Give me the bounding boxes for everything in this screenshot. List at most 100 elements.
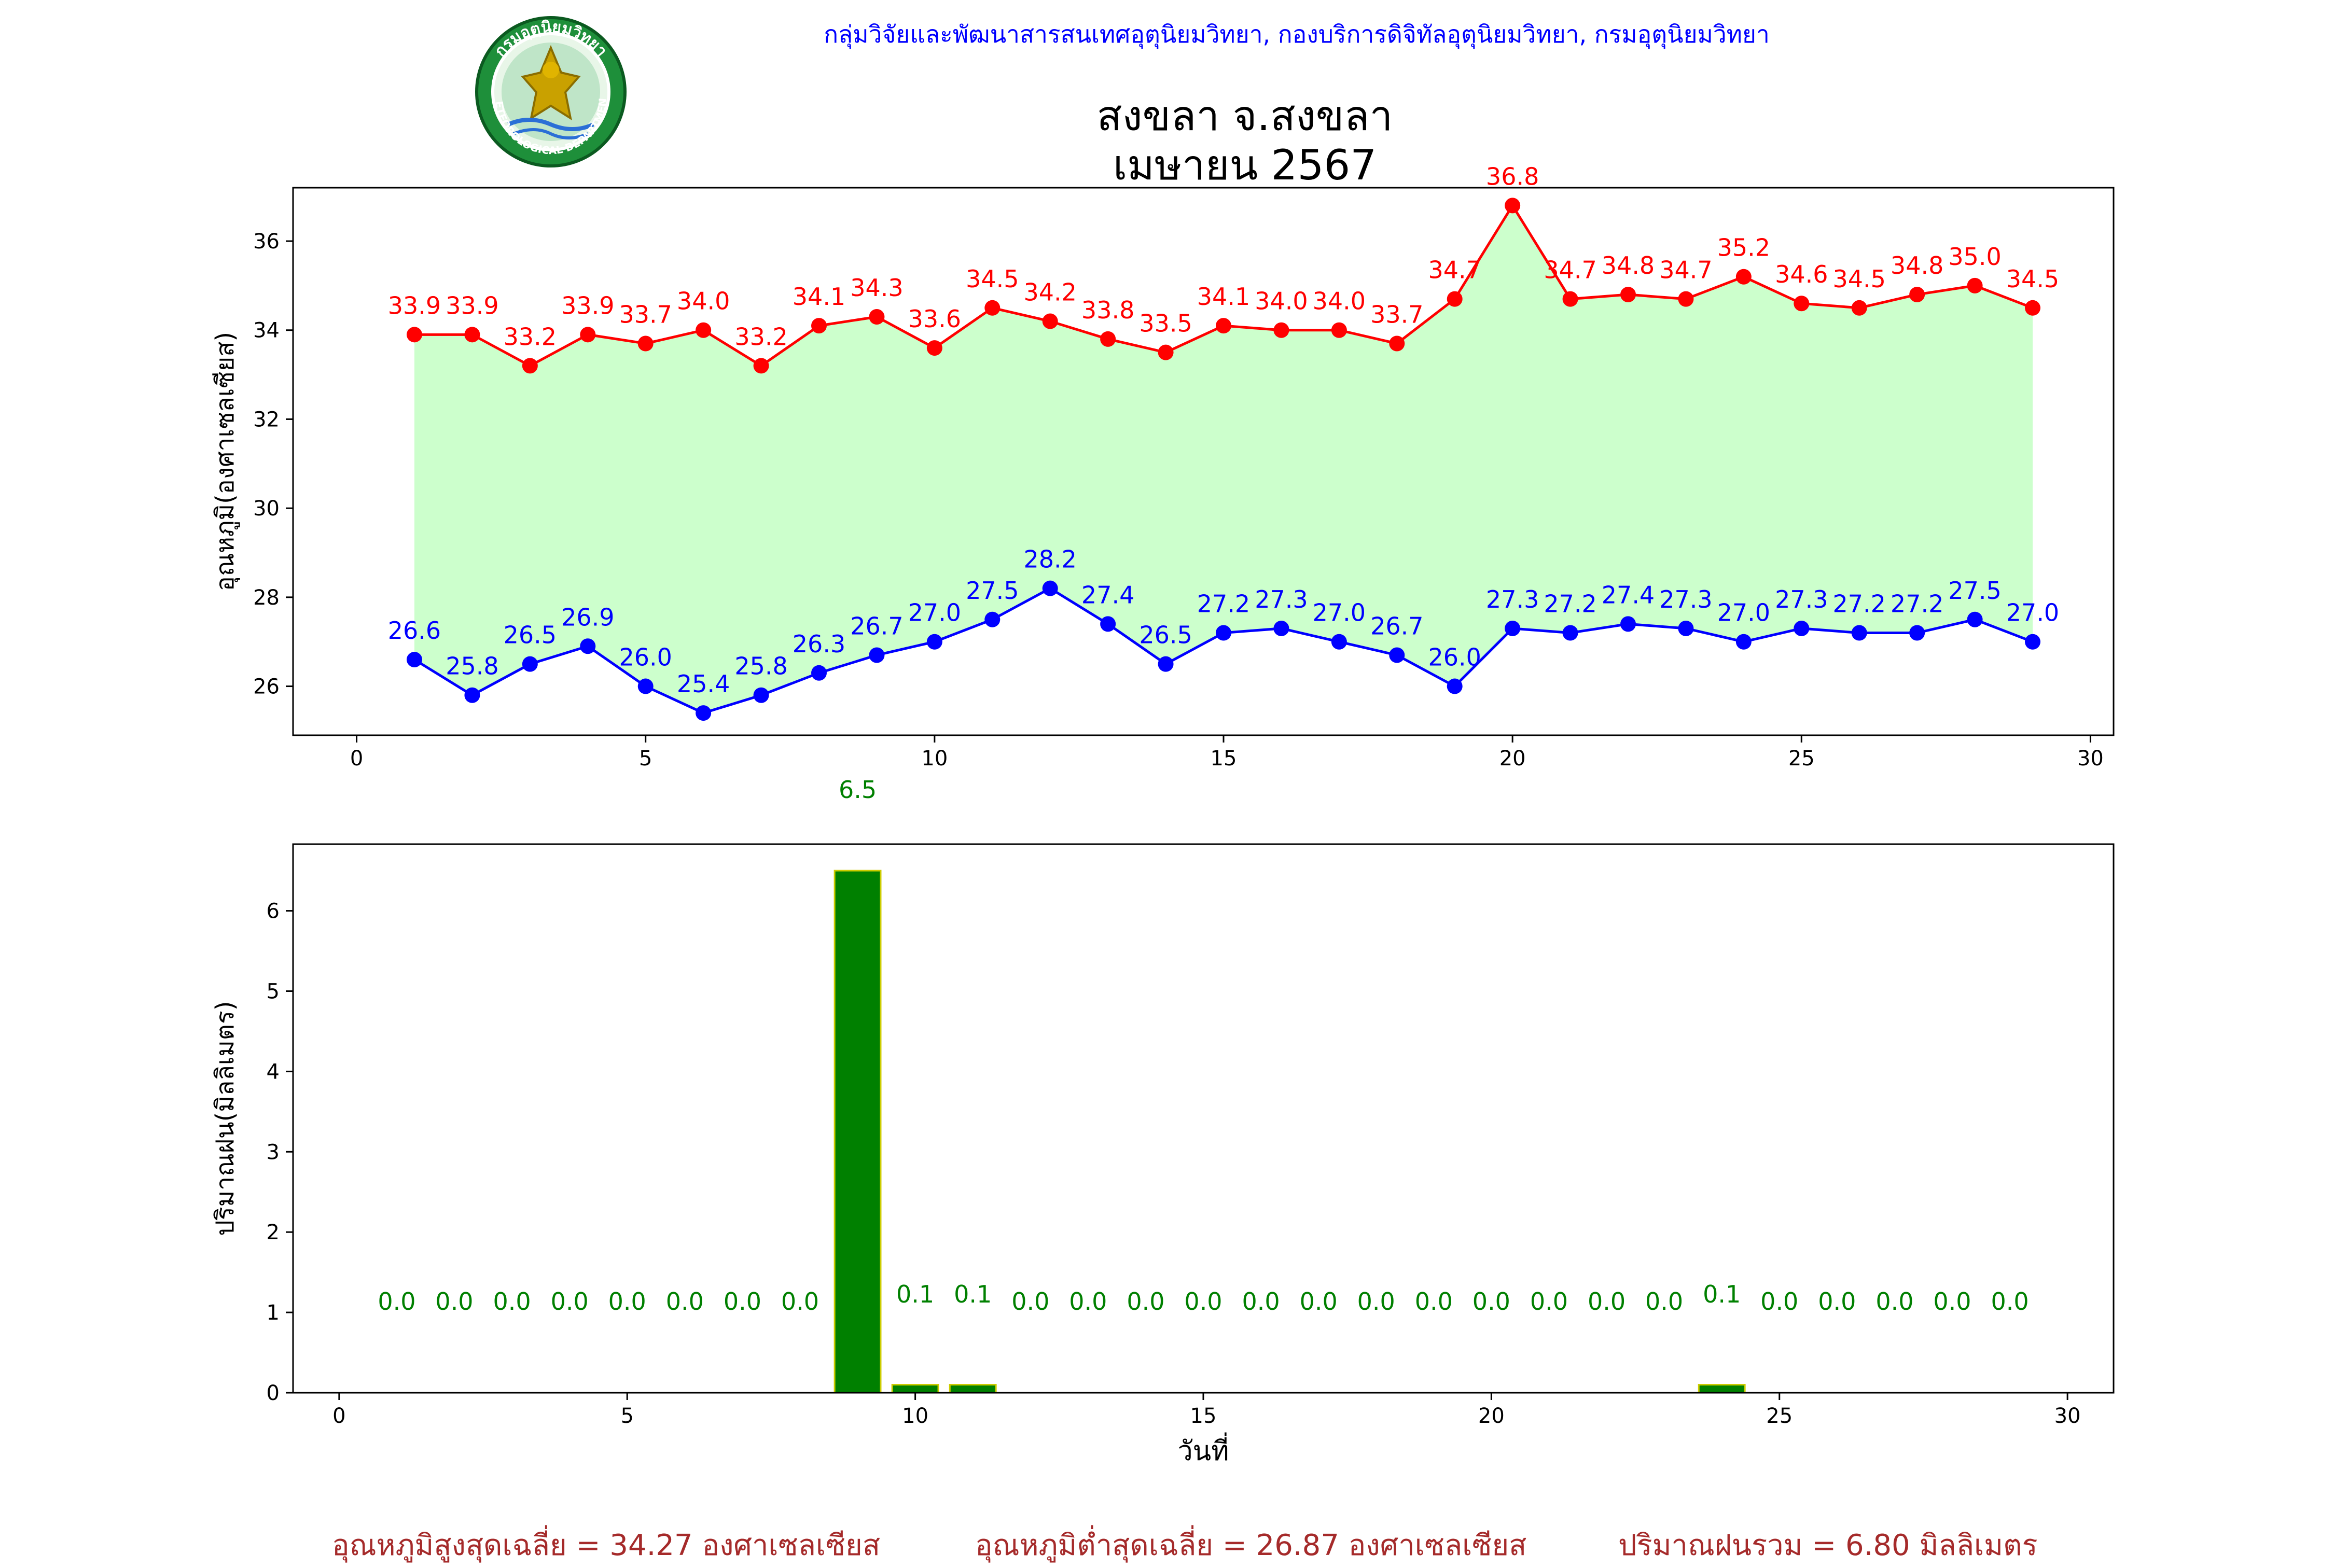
- y-axis-label: ปริมาณฝน(มิลลิเมตร): [211, 1001, 240, 1236]
- rainfall-chart: 0.0 0.0 0.0 0.0 0.0 0.0 0.0 0.0 6.5 0.1 0.1 0.0 0.0 0…: [211, 776, 2115, 1467]
- y-tick-label: 0: [267, 1381, 280, 1405]
- footer-total-rain: ปริมาณฝนรวม = 6.80 มิลลิเมตร: [1618, 1529, 2038, 1562]
- rainfall-value-label: 6.5: [839, 776, 877, 804]
- min-temperature-point: [2025, 634, 2040, 650]
- rainfall-value-label: 0.0: [1991, 1287, 2029, 1315]
- rainfall-value-label: 0.0: [781, 1287, 819, 1315]
- max-temperature-point: [1794, 296, 1810, 312]
- min-temperature-point: [1735, 634, 1752, 650]
- y-tick-label: 5: [267, 979, 280, 1003]
- x-tick-label: 25: [1766, 1404, 1793, 1428]
- max-temperature-label: 34.0: [677, 287, 730, 315]
- rainfall-value-label: 0.0: [435, 1287, 473, 1315]
- rainfall-value-label: 0.0: [1760, 1287, 1798, 1315]
- min-temperature-point: [522, 656, 538, 672]
- rainfall-value-label: 0.0: [1415, 1287, 1453, 1315]
- max-temperature-label: 34.1: [1197, 283, 1250, 311]
- y-tick-label: 1: [267, 1301, 280, 1325]
- min-temperature-label: 27.3: [1486, 585, 1539, 613]
- max-temperature-label: 34.1: [793, 283, 845, 311]
- rainfall-value-label: 0.1: [1703, 1280, 1741, 1308]
- footer-average-max: อุณหภูมิสูงสุดเฉลี่ย = 34.27 องศาเซลเซีย…: [332, 1529, 881, 1562]
- rainfall-value-label: 0.0: [1818, 1287, 1856, 1315]
- min-temperature-point: [1562, 625, 1578, 641]
- max-temperature-label: 34.5: [1833, 265, 1886, 293]
- min-temperature-point: [1389, 647, 1405, 663]
- min-temperature-point: [696, 705, 712, 721]
- max-temperature-point: [869, 309, 885, 325]
- max-temperature-label: 34.8: [1602, 251, 1655, 279]
- max-temperature-label: 33.9: [561, 291, 614, 319]
- max-temperature-label: 35.0: [1948, 243, 2001, 271]
- min-temperature-label: 27.0: [908, 599, 961, 627]
- max-temperature-point: [1158, 344, 1174, 360]
- max-temperature-label: 34.5: [966, 265, 1019, 293]
- x-tick-label: 25: [1788, 747, 1815, 771]
- max-temperature-label: 34.6: [1775, 260, 1828, 288]
- y-tick-label: 32: [253, 408, 280, 431]
- max-temperature-label: 34.7: [1428, 256, 1481, 284]
- x-tick-label: 0: [350, 747, 363, 771]
- min-temperature-label: 27.3: [1659, 585, 1712, 613]
- max-temperature-point: [522, 358, 538, 374]
- rainfall-value-label: 0.1: [896, 1280, 934, 1308]
- min-temperature-label: 27.5: [966, 577, 1019, 605]
- max-temperature-label: 35.2: [1717, 234, 1770, 262]
- rainfall-value-label: 0.0: [1875, 1287, 1913, 1315]
- min-temperature-point: [1042, 580, 1058, 596]
- rainfall-value-label: 0.0: [1300, 1287, 1338, 1315]
- temperature-chart: 33.9 26.6 33.9 25.8 33.2 26.5 33.9 26.9 33.7 26.0…: [211, 162, 2115, 771]
- min-temperature-label: 27.2: [1891, 590, 1943, 618]
- x-tick-label: 15: [1190, 1404, 1217, 1428]
- max-temperature-label: 33.9: [388, 291, 441, 319]
- min-temperature-point: [1505, 620, 1521, 636]
- min-temperature-label: 27.0: [1313, 599, 1366, 627]
- y-tick-label: 6: [267, 900, 280, 923]
- max-temperature-point: [1620, 287, 1636, 303]
- x-tick-label: 0: [332, 1404, 345, 1428]
- min-temperature-label: 27.0: [2006, 599, 2059, 627]
- max-temperature-label: 33.9: [446, 291, 498, 319]
- min-temperature-point: [926, 634, 942, 650]
- y-tick-label: 3: [267, 1140, 280, 1164]
- max-temperature-point: [1331, 322, 1347, 338]
- rainfall-value-label: 0.0: [1472, 1287, 1510, 1315]
- max-temperature-point: [753, 358, 769, 374]
- max-temperature-label: 34.8: [1891, 251, 1943, 279]
- min-temperature-label: 26.0: [1428, 643, 1481, 671]
- rainfall-value-label: 0.0: [724, 1287, 761, 1315]
- rainfall-value-label: 0.0: [1933, 1287, 1971, 1315]
- max-temperature-label: 33.6: [908, 305, 961, 333]
- rainfall-value-label: 0.0: [1127, 1287, 1164, 1315]
- max-temperature-point: [407, 327, 422, 343]
- min-temperature-label: 27.4: [1081, 581, 1134, 609]
- x-tick-label: 15: [1211, 747, 1237, 771]
- max-temperature-point: [637, 335, 654, 352]
- max-temperature-point: [1447, 291, 1463, 307]
- max-temperature-point: [1389, 335, 1405, 352]
- max-temperature-point: [1967, 277, 1983, 293]
- min-temperature-point: [1273, 620, 1289, 636]
- min-temperature-label: 26.7: [850, 612, 903, 640]
- max-temperature-point: [811, 318, 827, 334]
- rainfall-value-label: 0.0: [1530, 1287, 1568, 1315]
- min-temperature-label: 27.3: [1775, 585, 1828, 613]
- min-temperature-label: 27.2: [1544, 590, 1596, 618]
- organization-header: กลุ่มวิจัยและพัฒนาสารสนเทศอุตุนิยมวิทยา,…: [824, 20, 1770, 48]
- rainfall-value-label: 0.0: [1242, 1287, 1280, 1315]
- chart-title-station: สงขลา จ.สงขลา: [1096, 92, 1393, 140]
- min-temperature-label: 27.0: [1717, 599, 1770, 627]
- min-temperature-label: 26.5: [504, 621, 557, 649]
- rainfall-value-label: 0.0: [1069, 1287, 1107, 1315]
- rainfall-value-label: 0.0: [551, 1287, 589, 1315]
- rainfall-bar: [1698, 1384, 1746, 1394]
- min-temperature-point: [1100, 616, 1116, 632]
- min-temperature-point: [1447, 678, 1463, 694]
- min-temperature-point: [1678, 620, 1694, 636]
- y-tick-label: 30: [253, 497, 280, 521]
- x-tick-label: 20: [1499, 747, 1526, 771]
- max-temperature-point: [696, 322, 712, 338]
- max-temperature-label: 34.7: [1544, 256, 1596, 284]
- max-temperature-point: [2025, 300, 2040, 316]
- min-temperature-point: [637, 678, 654, 694]
